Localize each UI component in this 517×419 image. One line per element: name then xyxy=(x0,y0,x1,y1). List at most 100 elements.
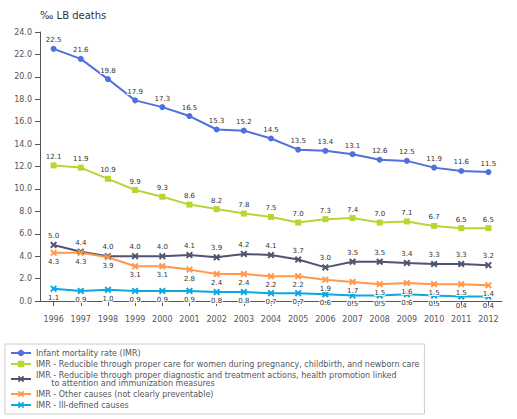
svg-text:2011: 2011 xyxy=(451,315,471,324)
svg-text:2012: 2012 xyxy=(478,315,498,324)
svg-text:11.9: 11.9 xyxy=(73,155,89,163)
svg-text:6.7: 6.7 xyxy=(428,213,439,221)
svg-text:7.0: 7.0 xyxy=(374,210,385,218)
svg-text:22.5: 22.5 xyxy=(46,36,62,44)
svg-text:11.9: 11.9 xyxy=(426,155,442,163)
svg-text:4.0: 4.0 xyxy=(157,243,168,251)
svg-text:0.8: 0.8 xyxy=(238,297,249,305)
svg-text:18.0: 18.0 xyxy=(14,95,32,104)
svg-text:2005: 2005 xyxy=(288,315,308,324)
svg-text:14.5: 14.5 xyxy=(263,126,279,134)
svg-text:1997: 1997 xyxy=(71,315,91,324)
svg-text:19.8: 19.8 xyxy=(100,67,116,75)
svg-text:0.5: 0.5 xyxy=(428,300,439,308)
svg-text:13.4: 13.4 xyxy=(318,138,334,146)
svg-text:2004: 2004 xyxy=(261,315,281,324)
svg-text:4.0: 4.0 xyxy=(130,243,141,251)
svg-text:14.0: 14.0 xyxy=(14,140,32,149)
svg-text:1.5: 1.5 xyxy=(456,289,467,297)
svg-text:2.2: 2.2 xyxy=(265,281,276,289)
svg-text:1.9: 1.9 xyxy=(320,285,331,293)
svg-text:to attention and immunization: to attention and immunization measures xyxy=(36,379,215,388)
svg-text:3.9: 3.9 xyxy=(211,244,222,252)
svg-text:0.0: 0.0 xyxy=(19,297,32,306)
svg-text:0.5: 0.5 xyxy=(374,300,385,308)
svg-text:IMR - Reducible through proper: IMR - Reducible through proper care for … xyxy=(36,360,419,369)
svg-text:2002: 2002 xyxy=(206,315,226,324)
svg-text:2.2: 2.2 xyxy=(293,281,304,289)
svg-text:1998: 1998 xyxy=(98,315,118,324)
svg-text:3.0: 3.0 xyxy=(320,254,331,262)
svg-text:0.9: 0.9 xyxy=(75,296,86,304)
svg-text:7.5: 7.5 xyxy=(265,204,276,212)
svg-text:3.7: 3.7 xyxy=(293,247,304,255)
svg-text:10.0: 10.0 xyxy=(14,184,32,193)
svg-text:1.7: 1.7 xyxy=(347,287,358,295)
svg-text:0.6: 0.6 xyxy=(401,299,413,307)
svg-text:2006: 2006 xyxy=(315,315,335,324)
svg-text:2003: 2003 xyxy=(234,315,254,324)
svg-text:4.0: 4.0 xyxy=(19,252,32,261)
svg-text:4.2: 4.2 xyxy=(238,241,249,249)
svg-text:2.4: 2.4 xyxy=(238,279,250,287)
svg-text:1999: 1999 xyxy=(125,315,145,324)
svg-text:IMR - Ill-defined causes: IMR - Ill-defined causes xyxy=(36,401,129,410)
svg-text:13.5: 13.5 xyxy=(290,137,306,145)
svg-text:15.3: 15.3 xyxy=(209,117,225,125)
svg-text:0.9: 0.9 xyxy=(130,296,141,304)
svg-text:0.7: 0.7 xyxy=(293,298,304,306)
svg-text:0.7: 0.7 xyxy=(265,298,276,306)
svg-text:2000: 2000 xyxy=(152,315,172,324)
svg-text:1996: 1996 xyxy=(43,315,63,324)
svg-text:11.5: 11.5 xyxy=(481,160,497,168)
svg-text:13.1: 13.1 xyxy=(345,142,361,150)
svg-text:‰ LB deaths: ‰ LB deaths xyxy=(40,10,106,21)
svg-text:4.4: 4.4 xyxy=(75,239,87,247)
svg-text:1.1: 1.1 xyxy=(48,294,59,302)
svg-text:16.5: 16.5 xyxy=(182,104,198,112)
svg-text:16.0: 16.0 xyxy=(14,117,32,126)
svg-text:22.0: 22.0 xyxy=(14,50,32,59)
svg-text:2010: 2010 xyxy=(424,315,444,324)
svg-text:3.1: 3.1 xyxy=(157,271,168,279)
svg-text:12.5: 12.5 xyxy=(399,148,415,156)
svg-text:1.0: 1.0 xyxy=(102,295,113,303)
svg-text:2.0: 2.0 xyxy=(19,274,32,283)
svg-text:1.5: 1.5 xyxy=(374,289,385,297)
svg-text:0.4: 0.4 xyxy=(483,302,495,310)
svg-text:7.0: 7.0 xyxy=(293,210,304,218)
svg-text:0.4: 0.4 xyxy=(456,302,468,310)
svg-text:3.9: 3.9 xyxy=(102,262,113,270)
svg-text:1.6: 1.6 xyxy=(401,288,413,296)
svg-text:2001: 2001 xyxy=(179,315,199,324)
svg-text:6.5: 6.5 xyxy=(456,216,467,224)
svg-text:2.4: 2.4 xyxy=(211,279,223,287)
svg-text:15.2: 15.2 xyxy=(236,118,252,126)
svg-text:24.0: 24.0 xyxy=(14,28,32,37)
svg-text:6.0: 6.0 xyxy=(19,229,32,238)
svg-text:12.1: 12.1 xyxy=(46,153,62,161)
svg-text:3.3: 3.3 xyxy=(428,251,439,259)
svg-text:6.5: 6.5 xyxy=(483,216,494,224)
svg-text:9.9: 9.9 xyxy=(130,178,141,186)
svg-text:0.9: 0.9 xyxy=(184,296,195,304)
svg-text:8.2: 8.2 xyxy=(211,197,222,205)
svg-text:3.4: 3.4 xyxy=(401,250,413,258)
svg-text:7.1: 7.1 xyxy=(401,209,412,217)
svg-text:Infant mortality rate (IMR): Infant mortality rate (IMR) xyxy=(36,349,141,358)
svg-text:4.0: 4.0 xyxy=(102,243,113,251)
svg-text:0.6: 0.6 xyxy=(320,299,332,307)
svg-text:21.6: 21.6 xyxy=(73,46,89,54)
svg-text:7.8: 7.8 xyxy=(238,201,249,209)
svg-text:4.1: 4.1 xyxy=(184,242,195,250)
svg-text:12.6: 12.6 xyxy=(372,147,388,155)
svg-text:4.1: 4.1 xyxy=(265,242,276,250)
svg-text:3.3: 3.3 xyxy=(456,251,467,259)
svg-text:12.0: 12.0 xyxy=(14,162,32,171)
svg-text:0.9: 0.9 xyxy=(157,296,168,304)
svg-text:4.3: 4.3 xyxy=(48,258,59,266)
svg-text:0.8: 0.8 xyxy=(211,297,222,305)
svg-text:20.0: 20.0 xyxy=(14,72,32,81)
svg-text:8.0: 8.0 xyxy=(19,207,32,216)
svg-text:11.6: 11.6 xyxy=(453,158,469,166)
